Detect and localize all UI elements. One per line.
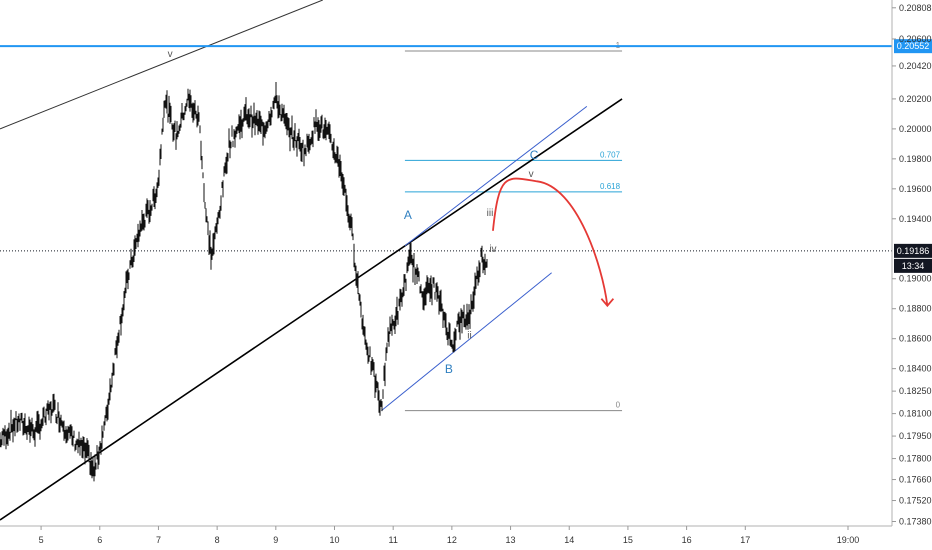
resistance-level-value: 0.20552: [897, 41, 930, 51]
x-tick-label: 6: [97, 535, 102, 545]
current-price-line: 0.19186 13:34: [0, 243, 932, 273]
price-series: [0, 82, 488, 482]
y-tick-label: 0.20200: [899, 94, 932, 104]
y-tick-label: 0.17520: [899, 496, 932, 506]
wave-label-v: v: [529, 169, 534, 180]
x-tick-label: 5: [39, 535, 44, 545]
fib-level-label: 0.618: [600, 182, 621, 191]
current-price-badge: [894, 243, 932, 258]
y-tick-label: 0.20000: [899, 124, 932, 134]
countdown-badge: [894, 258, 932, 273]
y-tick-label: 0.19000: [899, 274, 932, 284]
x-tick-label: 16: [682, 535, 692, 545]
price-bars: [0, 82, 488, 482]
y-tick-label: 0.19800: [899, 154, 932, 164]
current-price-value: 0.19186: [897, 246, 930, 256]
x-tick-label: 11: [389, 535, 398, 545]
x-tick-label: 12: [447, 535, 457, 545]
y-tick-label: 0.20600: [899, 34, 932, 44]
main-support-line: [0, 98, 623, 521]
y-tick-label: 0.19400: [899, 214, 932, 224]
projection-arrow[interactable]: [492, 177, 615, 308]
channel-lower-line: [381, 272, 552, 411]
x-tick-label: 14: [564, 535, 574, 545]
wave-label-v: v: [168, 49, 173, 60]
x-tick-label: 8: [215, 535, 220, 545]
fib-level-label: 0: [616, 401, 621, 410]
y-tick-label: 0.17950: [899, 431, 932, 441]
wave-label-A: A: [404, 208, 412, 222]
y-tick-label: 0.17660: [899, 475, 932, 485]
wave-label-ii: ii: [467, 331, 471, 342]
projection-arrowhead: [600, 298, 615, 308]
y-tick-label: 0.19600: [899, 184, 932, 194]
x-tick-label: 15: [623, 535, 633, 545]
resistance-line[interactable]: 0.20552: [0, 39, 932, 54]
y-tick-label: 0.18800: [899, 304, 932, 314]
projection-curve: [492, 177, 609, 306]
fib-level-label: 0.707: [600, 150, 621, 159]
y-tick-label: 0.20808: [899, 3, 932, 13]
y-tick-label: 0.17800: [899, 454, 932, 464]
x-tick-label: 13: [506, 535, 516, 545]
trendlines[interactable]: [0, 0, 623, 521]
y-tick-label: 0.18400: [899, 364, 932, 374]
x-tick-label: 17: [740, 535, 750, 545]
y-tick-label: 0.20420: [899, 61, 932, 71]
wave-label-iv: iv: [489, 244, 496, 255]
resistance-level-badge: [894, 39, 932, 54]
countdown-value: 13:34: [902, 261, 925, 271]
wave-label-iii: iii: [487, 208, 494, 219]
x-tick-label: 19:00: [837, 535, 860, 545]
upper-rising-line: [0, 0, 323, 130]
y-tick-label: 0.18100: [899, 409, 932, 419]
y-tick-label: 0.17380: [899, 517, 932, 527]
wave-label-C: C: [530, 148, 539, 162]
x-tick-label: 10: [329, 535, 339, 545]
wave-label-B: B: [445, 362, 453, 376]
x-tick-label: 9: [273, 535, 278, 545]
channel-upper-line: [404, 106, 588, 247]
y-tick-label: 0.18250: [899, 386, 932, 396]
y-tick-label: 0.18600: [899, 334, 932, 344]
x-tick-label: 7: [156, 535, 161, 545]
